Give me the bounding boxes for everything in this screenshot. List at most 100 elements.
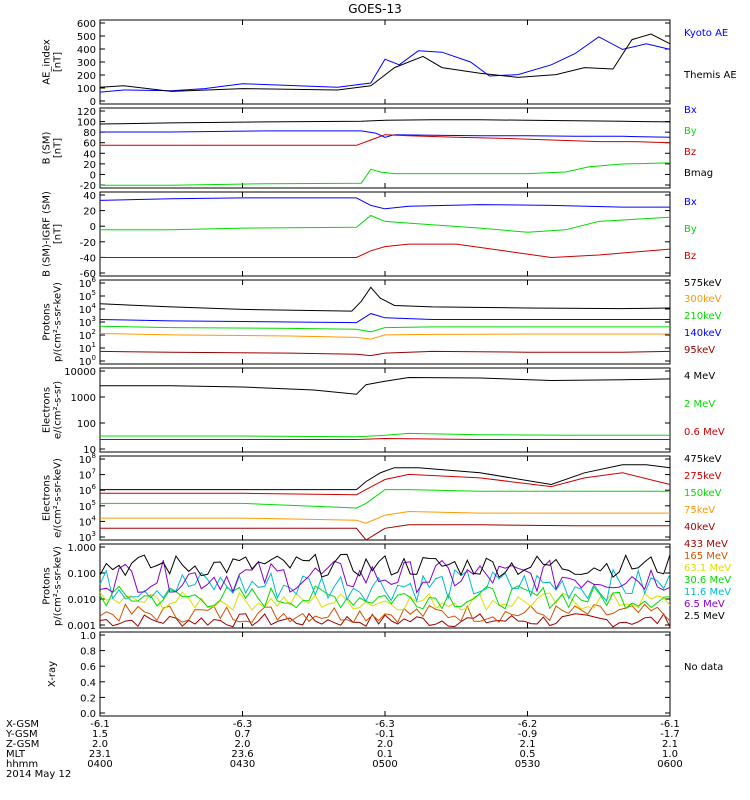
y-axis-label: e/(cm²-s-sr)	[53, 381, 64, 439]
legend-entry: Bx	[684, 105, 697, 116]
y-axis-label: B (SM)-IGRF (SM)	[42, 191, 53, 277]
legend-entry: 4 MeV	[684, 371, 715, 382]
series-line	[99, 591, 671, 612]
series-line	[99, 612, 671, 628]
y-tick-label: 0	[90, 97, 96, 108]
y-tick-label: 20	[83, 207, 96, 218]
ephemeris-row-label: Y-GSM	[5, 729, 38, 740]
ephemeris-value: 23.6	[231, 749, 253, 760]
y-tick-label: 0.2	[80, 693, 96, 704]
y-tick-label: 103	[79, 315, 96, 329]
series-line	[100, 510, 670, 524]
legend-entry: Kyoto AE	[684, 28, 728, 39]
y-axis-label: X-ray	[47, 661, 58, 687]
series-line	[99, 559, 671, 594]
legend-entry: By	[684, 126, 697, 137]
ephemeris-value: -6.2	[518, 719, 538, 730]
y-axis-label: p/(cm²-s-sr-keV)	[53, 546, 64, 626]
ephemeris-value: -6.1	[90, 719, 110, 730]
y-tick-label: -20	[80, 238, 96, 249]
y-tick-label: 103	[79, 530, 96, 544]
series-line	[100, 130, 671, 138]
y-tick-label: 60	[83, 139, 96, 150]
legend-entry: 75keV	[684, 505, 715, 516]
panel-ae: 600 500 400 300 200 100 0 AE_index [nT] Kyoto AE T…	[42, 19, 737, 108]
y-axis-label: Protons	[42, 567, 53, 604]
panel-bigrf: 40 20 0 -20 -40 -60 B (SM)-IGRF (SM) [nT] Bx By Bz	[42, 191, 697, 280]
y-tick-label: 0	[90, 170, 96, 181]
series-line	[99, 603, 671, 624]
ephemeris-value: 2.1	[662, 739, 678, 750]
y-tick-label: 10	[83, 445, 96, 456]
legend-entry: 475keV	[684, 454, 722, 465]
ephemeris-value: 2.0	[377, 739, 393, 750]
series-line	[99, 568, 671, 603]
y-tick-label: 0.6	[80, 662, 96, 673]
series-line	[99, 553, 671, 578]
y-tick-label: 106	[79, 483, 97, 497]
series-line	[100, 134, 671, 146]
y-tick-label: 1000	[71, 393, 96, 404]
ephemeris-value: 1.5	[92, 729, 108, 740]
series-line	[99, 325, 670, 333]
ephemeris-value: 0500	[372, 759, 397, 770]
y-tick-label: 300	[77, 58, 96, 69]
ephemeris-value: -0.1	[375, 729, 395, 740]
y-tick-label: 120	[77, 107, 96, 118]
ephemeris-row-label: hhmm	[6, 759, 38, 770]
y-tick-label: 200	[77, 71, 96, 82]
y-axis-label: B (SM)	[42, 131, 53, 164]
legend-entry: Bx	[684, 197, 697, 208]
y-tick-label: 80	[83, 128, 96, 139]
legend-entry: Bz	[684, 251, 696, 262]
y-tick-label: -60	[80, 269, 96, 280]
series-line	[99, 313, 670, 324]
legend-entry: 165 MeV	[684, 551, 728, 562]
panel-frame	[99, 191, 671, 277]
legend-entry: 6.5 MeV	[684, 599, 725, 610]
series-line	[99, 197, 670, 210]
series-line	[100, 524, 670, 541]
legend-entry: 140keV	[684, 328, 722, 339]
legend-entry: 300keV	[684, 294, 722, 305]
ephemeris-value: 0.1	[377, 749, 393, 760]
ephemeris-row-label: MLT	[6, 749, 26, 760]
y-tick-label: 600	[77, 19, 96, 30]
no-data-label: No data	[684, 662, 723, 673]
series-line	[100, 243, 671, 259]
series-line	[99, 36, 671, 93]
y-tick-label: 20	[83, 160, 96, 171]
y-tick-label: 400	[77, 45, 96, 56]
legend-entry: 30.6 MeV	[684, 575, 731, 586]
series-line	[100, 464, 671, 491]
panel-frame	[99, 631, 671, 717]
series-line	[99, 286, 671, 312]
y-axis-label: Electrons	[42, 387, 53, 433]
y-tick-label: 0.010	[67, 595, 96, 606]
y-tick-label: 100	[79, 354, 96, 368]
panel-protons2: 1.000 0.100 0.010 0.001 Protons p/(cm²-s-sr-k…	[42, 539, 732, 632]
legend-entry: 2.5 MeV	[684, 611, 725, 622]
y-tick-label: -40	[80, 253, 96, 264]
legend-entry: 575keV	[684, 278, 722, 289]
ephemeris-value: 2.0	[92, 739, 108, 750]
series-line	[100, 437, 670, 440]
series-line	[100, 432, 670, 438]
legend-entry: 433 MeV	[684, 539, 728, 550]
y-tick-label: 40	[83, 191, 96, 202]
y-tick-label: 100	[77, 84, 96, 95]
legend-entry: 2 MeV	[684, 399, 715, 410]
series-line	[100, 376, 671, 395]
y-axis-label: [nT]	[53, 224, 64, 244]
ephemeris-value: 0600	[657, 759, 682, 770]
ephemeris-value: 0530	[515, 759, 540, 770]
y-tick-label: 40	[83, 149, 96, 160]
series-line	[99, 333, 670, 340]
legend-entry: 0.6 MeV	[684, 427, 725, 438]
ephemeris-value: -6.3	[375, 719, 395, 730]
y-tick-label: 107	[79, 468, 96, 482]
